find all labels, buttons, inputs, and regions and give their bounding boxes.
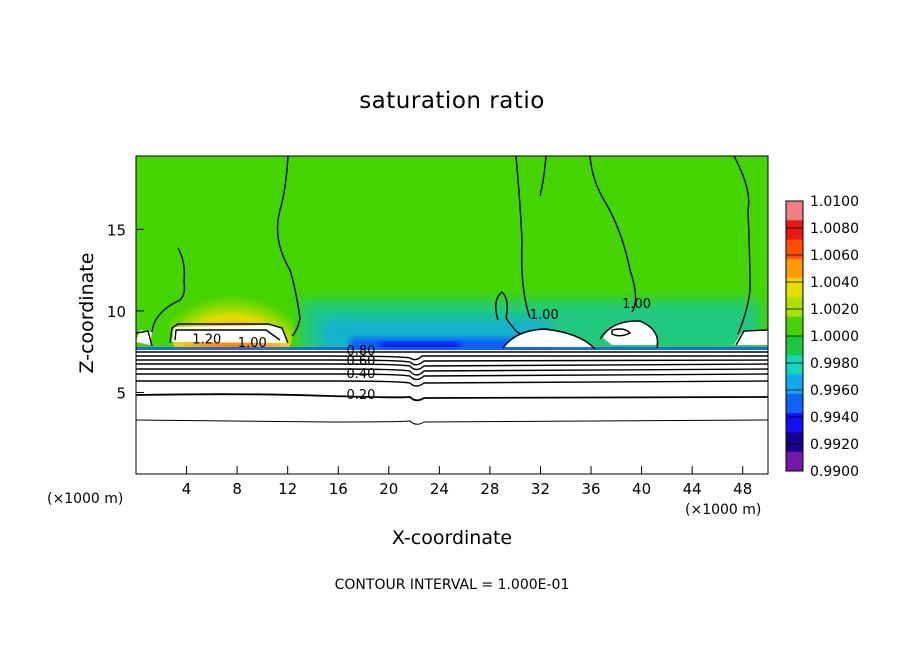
cloud-patch-left (172, 325, 286, 343)
colorbar-label: 1.0040 (810, 275, 859, 291)
colorbar-swatch (786, 220, 803, 241)
x-tick-label: 16 (329, 480, 348, 498)
colorbar-label: 0.9980 (810, 356, 859, 372)
colorbar-label: 0.9960 (810, 383, 859, 399)
x-tick-label: 36 (581, 480, 600, 498)
colorbar-label: 1.0080 (810, 221, 859, 237)
contour-label: 0.60 (347, 354, 376, 369)
colorbar-label: 1.0060 (810, 248, 859, 264)
contour-line (136, 330, 153, 347)
x-tick-label: 4 (182, 480, 192, 498)
contour-label: 1.00 (238, 336, 267, 351)
colorbar-swatch (786, 278, 803, 298)
contour-interval-note: CONTOUR INTERVAL = 1.000E-01 (334, 577, 570, 593)
contour-line (735, 329, 768, 346)
colorbar-swatch (786, 297, 803, 318)
contour-line (136, 419, 768, 425)
contour-line (276, 156, 301, 337)
colorbar-swatch (786, 316, 803, 337)
contour-line (611, 328, 632, 337)
x-tick-label: 24 (430, 480, 449, 498)
x-tick-label: 8 (232, 480, 242, 498)
contour-line (733, 156, 751, 335)
colorbar-swatch (786, 432, 803, 453)
contour-line (589, 156, 637, 313)
x-axis-unit-left: (×1000 m) (47, 491, 124, 507)
x-tick-label: 12 (278, 480, 297, 498)
contour-line (174, 329, 281, 341)
contour-line (136, 368, 768, 376)
colorbar-label: 1.0000 (810, 329, 859, 345)
colorbar-swatch (786, 258, 803, 279)
contour-line (495, 291, 521, 335)
colorbar-swatch (786, 201, 803, 221)
contour-line (136, 393, 768, 402)
contour-lines (136, 156, 768, 425)
y-tick-label: 15 (107, 221, 126, 239)
contour-line (151, 247, 186, 333)
colorbar-swatch (786, 451, 803, 472)
contour-line (136, 373, 768, 381)
colorbar-swatch (786, 374, 803, 395)
x-axis-label: X-coordinate (391, 527, 513, 549)
colorbar-swatch (786, 413, 803, 433)
x-tick-label: 48 (733, 480, 752, 498)
contour-line (502, 328, 596, 350)
contour-line (539, 156, 547, 197)
contour-label: 0.80 (347, 344, 376, 359)
x-tick-label: 28 (480, 480, 499, 498)
colorbar-swatch (786, 355, 803, 376)
x-axis-unit-right: (×1000 m) (685, 502, 762, 518)
contour-line (515, 156, 531, 319)
contour-line (599, 320, 659, 349)
x-tick-label: 20 (379, 480, 398, 498)
contour-label: 0.20 (347, 388, 376, 403)
contour-label: 0.40 (347, 367, 376, 382)
contour-line (136, 380, 768, 387)
colorbar-label: 1.0100 (810, 194, 859, 210)
contour-label: 1.00 (622, 297, 651, 312)
contour-line (136, 363, 768, 371)
colorbar-swatch (786, 336, 803, 356)
contour-label: 1.00 (530, 308, 559, 323)
contour-line (136, 359, 768, 366)
colorbar-swatch (786, 393, 803, 414)
colorbar-label: 0.9920 (810, 437, 859, 453)
chart-title: saturation ratio (359, 88, 545, 114)
colorbar-label: 0.9940 (810, 410, 859, 426)
colorbar-label: 0.9900 (810, 464, 859, 480)
contour-label: 1.20 (192, 333, 221, 348)
x-tick-label: 40 (632, 480, 651, 498)
x-tick-label: 44 (683, 480, 702, 498)
y-tick-label: 5 (116, 384, 126, 402)
contour-line (169, 323, 289, 344)
y-tick-label: 10 (107, 303, 126, 321)
x-tick-label: 32 (531, 480, 550, 498)
plot-frame (135, 155, 769, 475)
contour-line (136, 355, 768, 361)
colorbar-swatch (786, 239, 803, 260)
cloud-patch-middle (503, 330, 594, 348)
colorbar-label: 1.0020 (810, 302, 859, 318)
